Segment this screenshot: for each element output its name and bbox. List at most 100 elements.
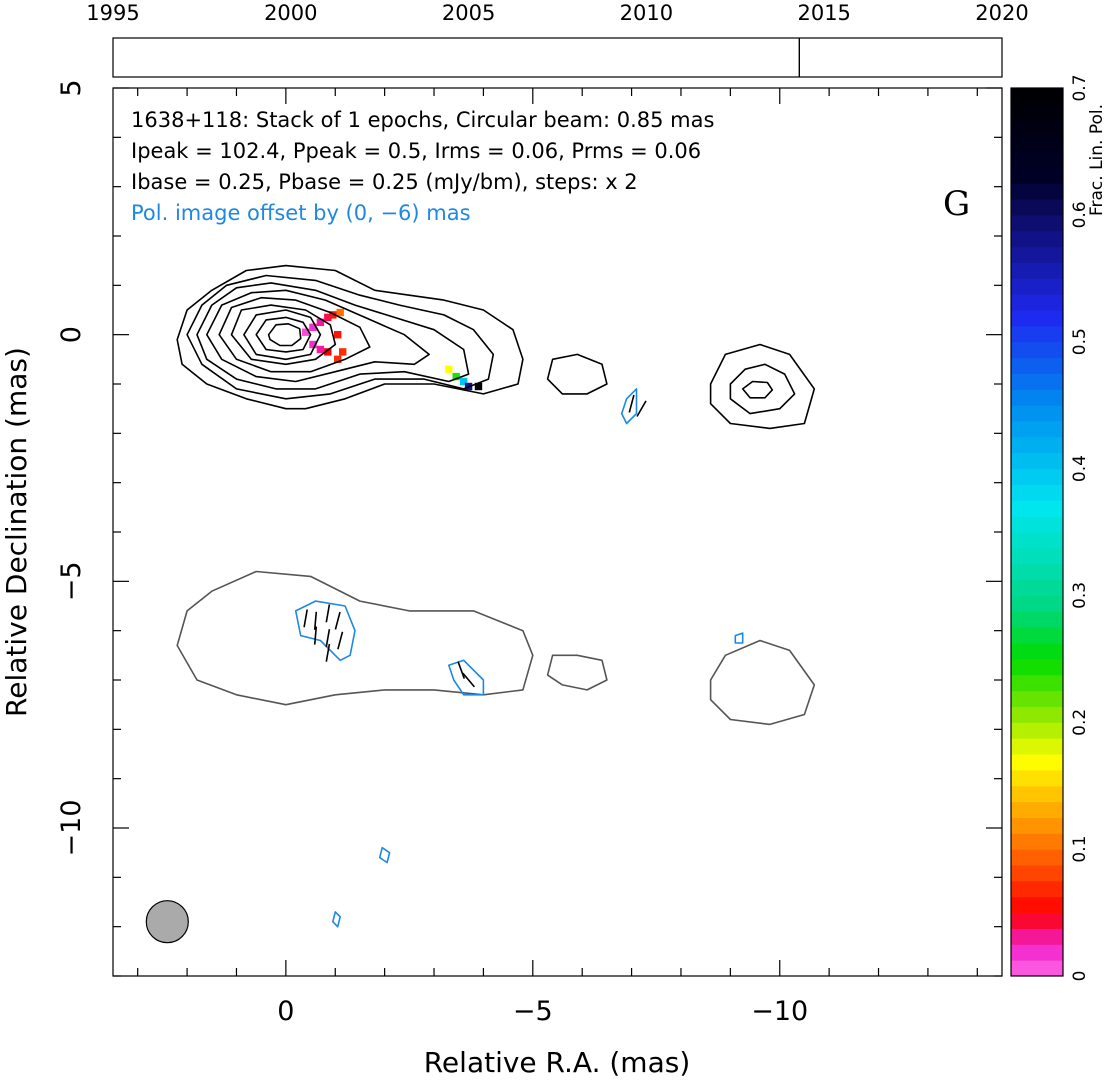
- colorbar-frame: [1010, 87, 1064, 977]
- colorbar-band: [1011, 183, 1063, 200]
- timeline-year-label: 2000: [264, 1, 317, 25]
- stokes-i-contour: [186, 274, 495, 400]
- stokes-i-contour: [255, 316, 312, 353]
- colorbar-tick-label: 0.7: [1070, 74, 1090, 101]
- frac-pol-pixel: [324, 348, 332, 356]
- colorbar-tick-label: 0.6: [1070, 201, 1090, 228]
- timeline-year-label: 1995: [86, 1, 139, 25]
- offset-stokes-i-contour: [546, 654, 608, 691]
- evpa-tick: [325, 629, 331, 648]
- frac-pol-pixel: [339, 348, 347, 356]
- y-tick-label: 0: [56, 326, 87, 343]
- timeline-frame: [112, 37, 1003, 78]
- colorbar-band: [1011, 944, 1063, 961]
- colorbar-band: [1011, 262, 1063, 279]
- frac-pol-pixel: [334, 355, 342, 363]
- colorbar-band: [1011, 611, 1063, 628]
- stokes-i-contour: [741, 380, 774, 399]
- colorbar-band: [1011, 103, 1063, 121]
- colorbar-band: [1011, 468, 1063, 485]
- colorbar-band: [1011, 341, 1063, 359]
- colorbar-band: [1011, 421, 1063, 438]
- evpa-tick: [334, 611, 341, 630]
- frac-pol-pixel: [336, 308, 344, 317]
- x-axis-label: Relative R.A. (mas): [424, 1046, 691, 1079]
- colorbar-band: [1011, 135, 1063, 152]
- stokes-i-contours: [176, 264, 816, 430]
- colorbar-band: [1011, 643, 1063, 660]
- stokes-i-contour: [267, 323, 302, 347]
- polarized-intensity-contour: [448, 659, 485, 696]
- timeline-year-labels: 1995 2000 2005 2010 2015 2020: [86, 1, 1028, 25]
- colorbar-band: [1011, 896, 1063, 914]
- timeline: 1995 2000 2005 2010 2015 2020: [86, 1, 1029, 78]
- pol-offset-note: Pol. image offset by (0, −6) mas: [131, 201, 471, 225]
- colorbar-band: [1011, 627, 1063, 644]
- colorbar-label: Frac. Lin. Pol.: [1087, 104, 1107, 216]
- colorbar-band: [1011, 436, 1063, 454]
- annotation-line-3: Ibase = 0.25, Pbase = 0.25 (mJy/bm), ste…: [131, 170, 638, 194]
- colorbar-band: [1011, 294, 1063, 311]
- evpa-tick: [313, 611, 318, 630]
- frac-pol-pixel: [460, 377, 468, 386]
- beam-ellipse: [145, 900, 189, 944]
- x-tick-labels: 0 −5 −10: [277, 996, 808, 1027]
- colorbar-band: [1011, 928, 1063, 945]
- stokes-i-contour: [709, 343, 816, 430]
- colorbar-band: [1011, 500, 1063, 517]
- timeline-year-label: 2005: [442, 1, 495, 25]
- frac-pol-pixel: [301, 328, 310, 336]
- evpa-tick: [628, 394, 635, 413]
- polarized-intensity-contour: [734, 632, 744, 644]
- y-tick-label: −10: [56, 800, 87, 857]
- frac-pol-pixel: [309, 340, 317, 349]
- colorbar-band: [1011, 579, 1063, 596]
- frac-pol-pixel: [329, 311, 337, 319]
- timeline-year-label: 2020: [975, 1, 1028, 25]
- colorbar-band: [1011, 325, 1063, 343]
- colorbar-band: [1011, 690, 1063, 707]
- colorbar-band: [1011, 595, 1063, 612]
- colorbar-band: [1011, 880, 1063, 898]
- frac-pol-pixel: [324, 313, 332, 322]
- colorbar-band: [1011, 960, 1063, 977]
- colorbar-band: [1011, 674, 1063, 692]
- colorbar-tick-label: 0: [1070, 971, 1090, 982]
- colorbar-band: [1011, 865, 1063, 882]
- frac-pol-pixel: [316, 345, 325, 354]
- colorbar-band: [1011, 357, 1063, 374]
- timeline-year-label: 2015: [797, 1, 850, 25]
- stokes-i-contour: [230, 304, 337, 366]
- colorbar-band: [1011, 199, 1063, 216]
- panel-letter: G: [943, 184, 970, 224]
- polarized-intensity-contours: [294, 388, 744, 928]
- evpa-tick: [325, 643, 331, 662]
- frac-pol-pixel: [309, 323, 317, 331]
- colorbar-band: [1011, 738, 1063, 755]
- fractional-polarization-pixels: [301, 308, 483, 391]
- stokes-i-contour: [206, 289, 430, 383]
- stokes-i-contour: [196, 282, 470, 390]
- offset-stokes-i-contour: [709, 639, 816, 726]
- frac-pol-pixel: [334, 331, 342, 339]
- stokes-i-contour: [729, 363, 796, 415]
- colorbar-band: [1011, 769, 1063, 787]
- polarized-intensity-contour: [294, 600, 356, 662]
- colorbar-band: [1011, 230, 1063, 248]
- colorbar-tick-label: 0.5: [1070, 328, 1090, 355]
- x-tick-label: 0: [277, 996, 294, 1027]
- colorbar-tick-label: 0.3: [1070, 582, 1090, 609]
- colorbar: 0 0.1 0.2 0.3 0.4 0.5 0.6 0.7 Frac. Lin. Pol.: [1010, 74, 1107, 982]
- colorbar-band: [1011, 833, 1063, 850]
- colorbar-band: [1011, 151, 1063, 168]
- annotation-line-1: 1638+118: Stack of 1 epochs, Circular be…: [131, 108, 714, 132]
- colorbar-band: [1011, 214, 1063, 232]
- x-tick-label: −5: [513, 996, 553, 1027]
- y-tick-label: 5: [56, 79, 87, 96]
- colorbar-band: [1011, 785, 1063, 803]
- colorbar-band: [1011, 278, 1063, 295]
- evpa-tick: [457, 661, 466, 679]
- y-tick-label: −5: [56, 561, 87, 601]
- stokes-i-contour: [546, 353, 608, 395]
- stokes-i-contour: [218, 296, 371, 373]
